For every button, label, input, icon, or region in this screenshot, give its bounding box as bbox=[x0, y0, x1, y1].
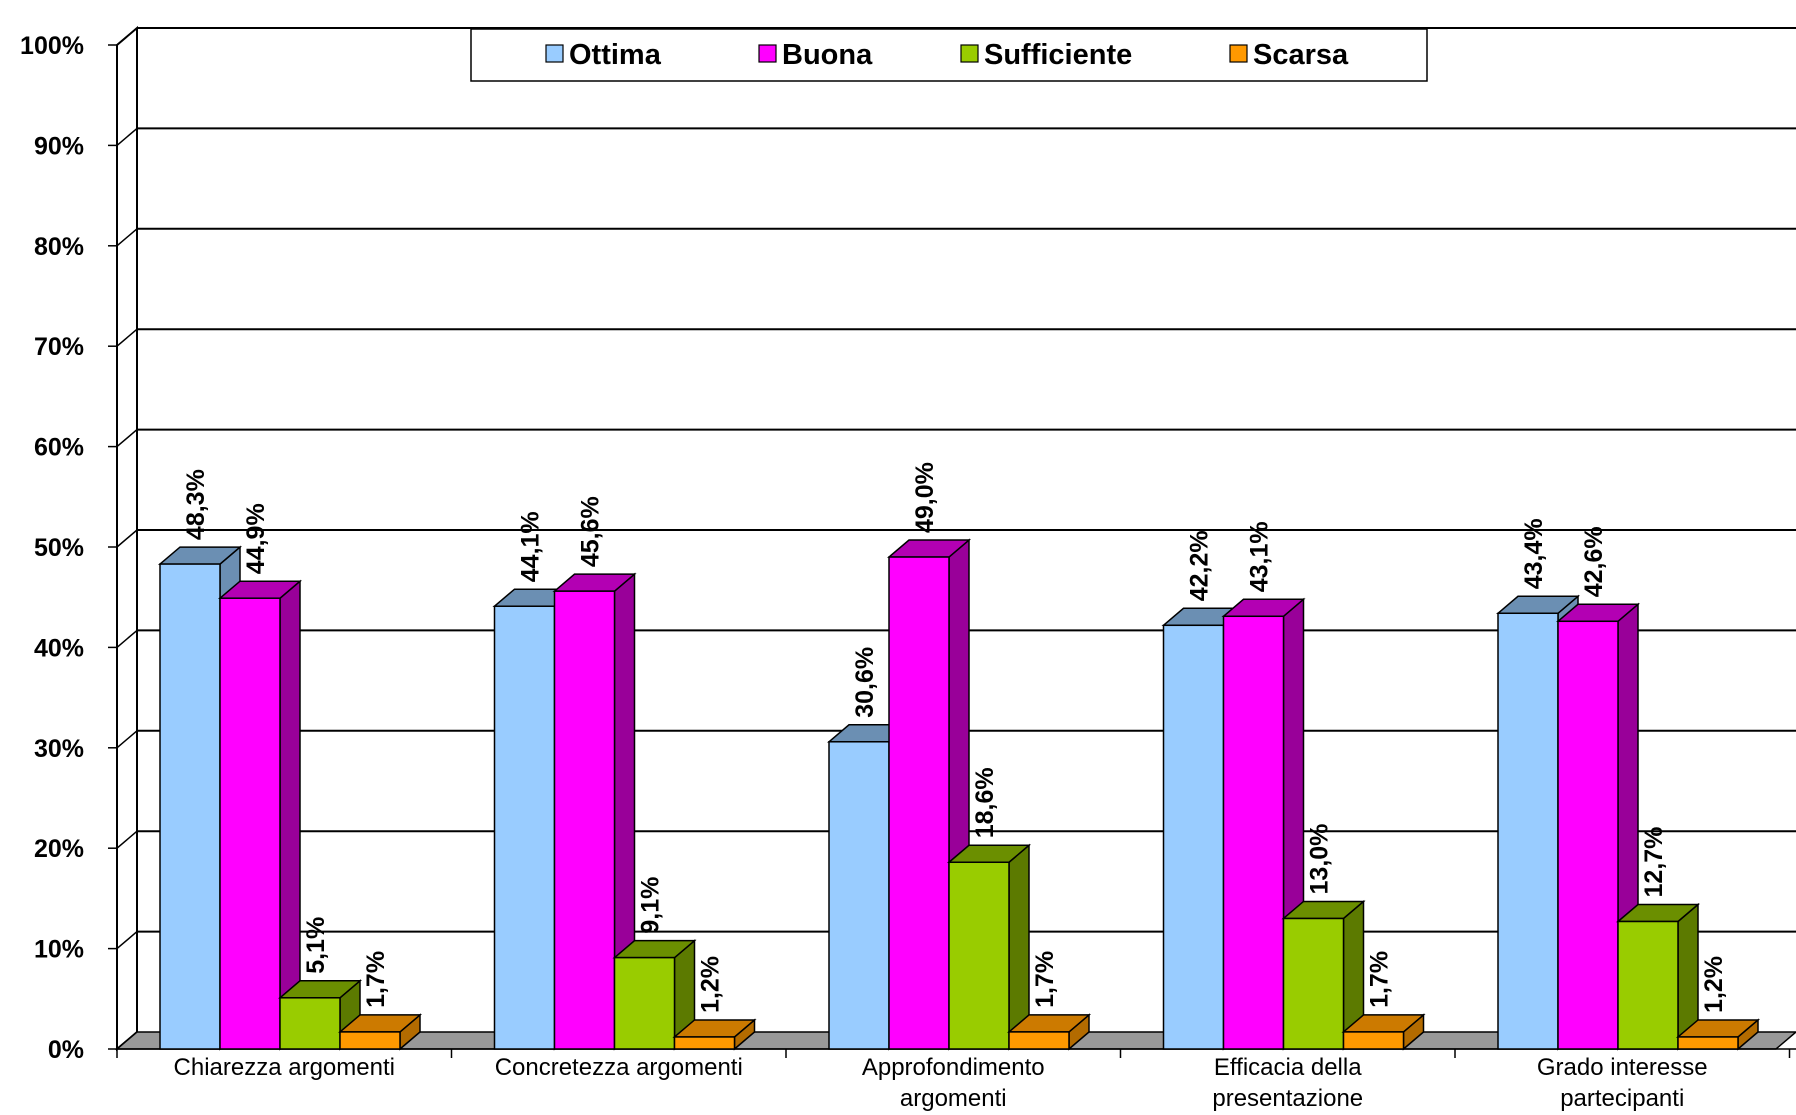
y-tick-label: 0% bbox=[48, 1036, 84, 1064]
legend-swatch-scarsa bbox=[1229, 44, 1248, 63]
y-tick-label: 50% bbox=[34, 534, 84, 562]
data-label: 45,6% bbox=[577, 496, 605, 567]
bar-front bbox=[493, 605, 556, 1050]
x-tick-label: Chiarezza argomenti bbox=[174, 1054, 395, 1081]
bar-front bbox=[279, 997, 341, 1050]
legend-label-scarsa: Scarsa bbox=[1253, 39, 1349, 71]
data-label: 12,7% bbox=[1640, 827, 1668, 898]
bar-front bbox=[1342, 1031, 1405, 1050]
bar-front bbox=[613, 956, 676, 1050]
y-tick-label: 60% bbox=[34, 434, 84, 462]
data-label: 1,7% bbox=[1031, 951, 1059, 1008]
x-tick-label: Concretezza argomenti bbox=[495, 1054, 743, 1081]
bar-sufficiente-3 bbox=[946, 843, 1032, 1051]
gridline-side bbox=[116, 629, 138, 648]
y-tick-label: 70% bbox=[34, 333, 84, 361]
gridline-side bbox=[116, 228, 138, 247]
legend-label-sufficiente: Sufficiente bbox=[984, 39, 1132, 71]
legend-box bbox=[470, 28, 1428, 82]
x-tick-label: partecipanti bbox=[1560, 1085, 1684, 1112]
y-tick-label: 20% bbox=[34, 835, 84, 863]
bar-buona-1 bbox=[217, 579, 303, 1051]
bar-sufficiente-2 bbox=[612, 939, 697, 1051]
bar-side bbox=[279, 579, 301, 1051]
bar-front bbox=[553, 590, 616, 1050]
x-tick-label: presentazione bbox=[1212, 1085, 1363, 1112]
data-label: 13,0% bbox=[1306, 824, 1334, 895]
bar-front bbox=[219, 597, 281, 1050]
data-label: 43,4% bbox=[1520, 518, 1548, 589]
data-label: 49,0% bbox=[911, 462, 939, 533]
bar-front bbox=[1162, 624, 1225, 1050]
bar-buona-3 bbox=[886, 538, 972, 1051]
gridline-side bbox=[116, 931, 138, 950]
y-tick-label: 10% bbox=[34, 936, 84, 964]
bar-front bbox=[1557, 620, 1619, 1050]
bar-sufficiente-5 bbox=[1615, 902, 1701, 1051]
data-label: 1,7% bbox=[362, 951, 390, 1008]
bar-scarsa-5 bbox=[1675, 1018, 1761, 1051]
data-label: 42,6% bbox=[1580, 526, 1608, 597]
bar-sufficiente-4 bbox=[1281, 899, 1366, 1051]
x-tick-label: Approfondimento bbox=[862, 1054, 1045, 1081]
data-label: 18,6% bbox=[971, 767, 999, 838]
bar-scarsa-1 bbox=[337, 1013, 423, 1051]
y-tick-label: 80% bbox=[34, 233, 84, 261]
x-tick-label: Efficacia della bbox=[1214, 1054, 1362, 1081]
legend-label-buona: Buona bbox=[782, 39, 873, 71]
bar-scarsa-2 bbox=[672, 1018, 757, 1051]
legend-swatch-sufficiente bbox=[960, 44, 979, 63]
gridline-side bbox=[116, 429, 138, 448]
data-label: 1,2% bbox=[1700, 956, 1728, 1013]
data-label: 9,1% bbox=[637, 877, 665, 934]
x-tick-label: argomenti bbox=[900, 1085, 1007, 1112]
data-label: 1,2% bbox=[697, 956, 725, 1013]
legend-label-ottima: Ottima bbox=[569, 39, 662, 71]
bar-front bbox=[1222, 615, 1285, 1050]
data-label: 30,6% bbox=[851, 647, 879, 718]
bar-front bbox=[948, 861, 1010, 1050]
gridline-side bbox=[116, 830, 138, 849]
bar-front bbox=[828, 741, 890, 1050]
plot-area: 0% 10% 20% 30% 40% 50% 60% 70% 80% 90% 100% Chiarez… bbox=[20, 25, 1796, 1112]
y-tick-label: 30% bbox=[34, 735, 84, 763]
gridline-side bbox=[116, 730, 138, 749]
bar-scarsa-4 bbox=[1341, 1013, 1426, 1051]
bar-front bbox=[673, 1036, 736, 1050]
gridline-side bbox=[116, 27, 138, 46]
bar-front bbox=[1677, 1036, 1739, 1050]
bar-front bbox=[1282, 917, 1345, 1050]
y-tick-label: 40% bbox=[34, 634, 84, 662]
legend: Ottima Buona Sufficiente Scarsa bbox=[470, 28, 1428, 82]
bar-ottima-5 bbox=[1495, 594, 1581, 1051]
y-tick-label: 100% bbox=[20, 32, 84, 60]
data-label: 44,1% bbox=[517, 511, 545, 582]
legend-swatch-ottima bbox=[545, 44, 564, 63]
bar-front bbox=[1008, 1031, 1070, 1050]
bar-front bbox=[339, 1031, 401, 1050]
y-tick-label: 90% bbox=[34, 132, 84, 160]
data-label: 48,3% bbox=[182, 469, 210, 540]
data-label: 5,1% bbox=[302, 917, 330, 974]
legend-swatch-buona bbox=[758, 44, 777, 63]
bar-front bbox=[1617, 920, 1679, 1050]
gridline-side bbox=[116, 529, 138, 548]
data-label: 44,9% bbox=[242, 503, 270, 574]
data-label: 1,7% bbox=[1366, 951, 1394, 1008]
bar-scarsa-3 bbox=[1006, 1013, 1092, 1051]
bar-front bbox=[888, 556, 950, 1050]
data-label: 42,2% bbox=[1186, 530, 1214, 601]
gridline-side bbox=[116, 127, 138, 146]
bar-front bbox=[1497, 612, 1559, 1050]
gridline-side bbox=[116, 328, 138, 347]
x-tick-label: Grado interesse bbox=[1537, 1054, 1708, 1081]
data-label: 43,1% bbox=[1246, 521, 1274, 592]
bar-front bbox=[159, 563, 221, 1050]
